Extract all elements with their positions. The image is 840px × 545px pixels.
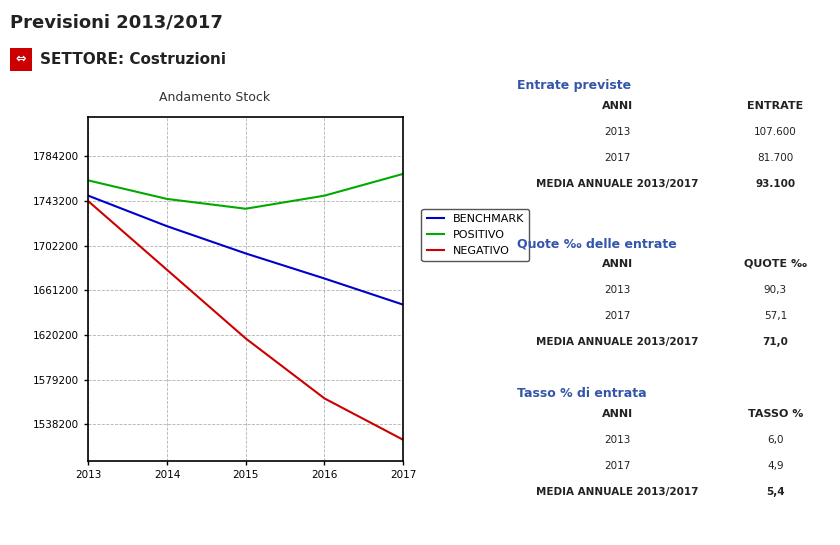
Line: BENCHMARK: BENCHMARK <box>88 196 403 305</box>
Text: 81.700: 81.700 <box>757 153 794 163</box>
Text: Quote ‰ delle entrate: Quote ‰ delle entrate <box>517 237 676 250</box>
Legend: BENCHMARK, POSITIVO, NEGATIVO: BENCHMARK, POSITIVO, NEGATIVO <box>422 209 529 261</box>
BENCHMARK <box>83 192 93 199</box>
POSITIVO <box>83 177 93 184</box>
Text: Entrate previste: Entrate previste <box>517 79 631 92</box>
POSITIVO <box>162 196 172 202</box>
Text: Andamento Stock: Andamento Stock <box>159 90 270 104</box>
Text: QUOTE ‰: QUOTE ‰ <box>744 259 806 269</box>
Text: 90,3: 90,3 <box>764 285 787 295</box>
Text: 5,4: 5,4 <box>766 487 785 497</box>
POSITIVO <box>398 171 408 177</box>
Text: 2013: 2013 <box>604 285 631 295</box>
Text: 6,0: 6,0 <box>767 435 784 445</box>
Line: POSITIVO: POSITIVO <box>88 174 403 209</box>
BENCHMARK <box>241 250 251 257</box>
Text: MEDIA ANNUALE 2013/2017: MEDIA ANNUALE 2013/2017 <box>536 179 699 189</box>
Text: 2013: 2013 <box>604 435 631 445</box>
POSITIVO <box>241 205 251 212</box>
Text: 71,0: 71,0 <box>763 337 788 347</box>
Text: Tasso % di entrata: Tasso % di entrata <box>517 387 646 400</box>
Text: Previsioni 2013/2017: Previsioni 2013/2017 <box>10 14 223 32</box>
Text: ENTRATE: ENTRATE <box>748 101 803 111</box>
Text: MEDIA ANNUALE 2013/2017: MEDIA ANNUALE 2013/2017 <box>536 337 699 347</box>
NEGATIVO <box>83 198 93 204</box>
BENCHMARK <box>319 275 329 282</box>
Text: 2017: 2017 <box>604 311 631 321</box>
NEGATIVO <box>162 267 172 273</box>
Line: NEGATIVO: NEGATIVO <box>88 201 403 440</box>
NEGATIVO <box>241 335 251 342</box>
Text: 2013: 2013 <box>604 127 631 137</box>
Text: ⇔: ⇔ <box>16 53 26 66</box>
Text: 107.600: 107.600 <box>754 127 796 137</box>
Text: MEDIA ANNUALE 2013/2017: MEDIA ANNUALE 2013/2017 <box>536 487 699 497</box>
NEGATIVO <box>319 395 329 402</box>
Text: SETTORE: Costruzioni: SETTORE: Costruzioni <box>40 52 226 67</box>
Text: 4,9: 4,9 <box>767 461 784 471</box>
Text: 57,1: 57,1 <box>764 311 787 321</box>
BENCHMARK <box>162 223 172 229</box>
Text: 2017: 2017 <box>604 153 631 163</box>
Text: 93.100: 93.100 <box>755 179 795 189</box>
Text: ANNI: ANNI <box>601 409 633 419</box>
Text: ANNI: ANNI <box>601 101 633 111</box>
Text: ANNI: ANNI <box>601 259 633 269</box>
Text: 2017: 2017 <box>604 461 631 471</box>
BENCHMARK <box>398 301 408 308</box>
Text: TASSO %: TASSO % <box>748 409 803 419</box>
POSITIVO <box>319 192 329 199</box>
NEGATIVO <box>398 437 408 443</box>
